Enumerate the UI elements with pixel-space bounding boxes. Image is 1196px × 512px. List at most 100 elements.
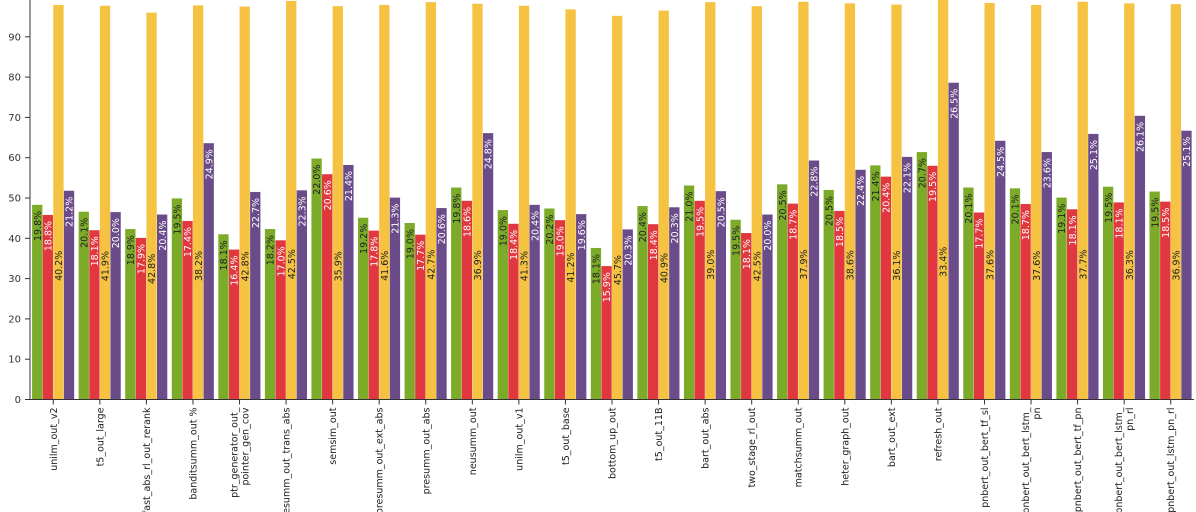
bar-value-label: 19.6% (577, 220, 588, 250)
bar-value-label: 17.7% (416, 241, 427, 271)
bar-series_red (601, 266, 612, 400)
x-category-label: t5_out_11B (654, 408, 665, 461)
bar-value-label: 42.8% (240, 251, 251, 281)
bar-series_red (368, 230, 379, 400)
bar-series_purple (343, 164, 354, 400)
bar-series_green (683, 185, 695, 400)
bar-value-label: 20.5% (717, 197, 728, 227)
x-category-label: pn (1032, 408, 1043, 420)
bar-series_green (358, 217, 369, 400)
x-category-label: pnbert_out_bert_lstm_ (1021, 407, 1032, 512)
bar-value-label: 42.7% (427, 250, 438, 280)
bar-series_green (497, 210, 508, 400)
bar-series_red (415, 234, 426, 400)
bar-value-label: 20.4% (158, 221, 169, 251)
bar-value-label: 18.6% (463, 207, 474, 237)
bar-value-label: 20.6% (323, 180, 334, 210)
bar-series_yellow (612, 15, 623, 400)
bar-series_yellow (99, 5, 111, 400)
x-category-label: pnbert_out_bert_lstm_ (1114, 407, 1125, 512)
bar-series_purple (1088, 133, 1099, 400)
bar-series_purple (1041, 152, 1052, 400)
bar-value-label: 19.5% (731, 226, 742, 256)
bar-series_red (182, 220, 193, 400)
bar-series_red (275, 240, 286, 400)
bar-series_purple (808, 160, 820, 400)
bar-value-label: 17.7% (975, 219, 986, 249)
bar-value-label: 18.1% (219, 240, 230, 270)
x-category-label: banditsumm_out % (188, 408, 199, 500)
bar-value-label: 25.1% (1089, 140, 1100, 170)
bar-series_yellow (192, 5, 204, 400)
x-category-label: presumm_out_trans_abs (282, 407, 293, 512)
bar-value-label: 22.0% (312, 165, 323, 195)
bar-series_yellow (937, 0, 949, 400)
bar-value-label: 22.7% (251, 198, 262, 228)
bar-value-label: 36.9% (1172, 250, 1183, 280)
x-category-label: heter_graph_out (840, 407, 851, 485)
bar-series_red (89, 230, 100, 400)
bar-value-label: 20.5% (778, 190, 789, 220)
bar-series_green (125, 229, 136, 400)
bar-series_green (1102, 186, 1114, 400)
bar-value-label: 22.3% (297, 196, 308, 226)
bar-value-label: 17.8% (369, 237, 380, 267)
bar-series_yellow (1124, 3, 1135, 400)
bar-series_purple (995, 140, 1006, 400)
bar-value-label: 39.0% (706, 250, 717, 280)
bar-series_purple (63, 190, 75, 400)
bar-series_yellow (518, 5, 530, 400)
bar-value-label: 41.6% (380, 251, 391, 281)
bar-series_red (880, 176, 892, 400)
bar-value-label: 20.0% (111, 218, 122, 248)
bar-series_green (1056, 197, 1067, 400)
bar-series_green (1149, 191, 1160, 400)
bar-value-label: 20.2% (545, 214, 556, 244)
bar-series_green (777, 184, 788, 400)
bar-value-label: 19.0% (405, 229, 416, 259)
bar-series_purple (436, 208, 447, 400)
bar-series_purple (482, 133, 494, 400)
bar-value-label: 18.2% (266, 235, 277, 265)
bar-series_red (1020, 204, 1031, 400)
bar-value-label: 21.4% (871, 171, 882, 201)
bar-series_red (135, 237, 147, 400)
x-category-label: pnbert_out_bert_tf_sl (980, 408, 991, 508)
bar-value-label: 24.9% (204, 149, 215, 179)
bar-series_purple (203, 143, 214, 400)
x-category-label: pn_rl (1125, 408, 1136, 431)
bar-series_green (78, 211, 89, 400)
bar-series_yellow (239, 6, 250, 400)
bar-series_red (787, 203, 798, 400)
bar-series_yellow (565, 9, 576, 400)
x-category-label: pointer_gen_cov (241, 407, 252, 485)
bar-value-label: 21.3% (391, 204, 402, 234)
bar-series_yellow (798, 1, 809, 400)
bar-value-label: 20.1% (964, 194, 975, 224)
bar-series_purple (1134, 115, 1146, 400)
bar-series_green (916, 152, 928, 400)
bar-value-label: 18.5% (1161, 208, 1172, 238)
bar-series_yellow (751, 6, 762, 400)
bar-series_red (1067, 209, 1078, 400)
bar-series_red (228, 249, 240, 400)
bar-value-label: 19.0% (498, 216, 509, 246)
bar-series_yellow (146, 12, 157, 400)
bar-value-label: 25.1% (1182, 137, 1193, 167)
bar-value-label: 37.7% (1078, 249, 1089, 279)
y-tick-label: 60 (8, 153, 21, 164)
bar-labels-layer: 19.8% 18.8%40.2%21.2%20.1%18.1% 41.9%20.0%… (33, 89, 1193, 303)
bar-series_purple (901, 156, 913, 400)
bar-series_yellow (53, 4, 64, 400)
bar-series_purple (110, 212, 121, 400)
bar-series_red (554, 220, 566, 400)
bar-value-label: 42.5% (752, 251, 763, 281)
bar-value-label: 22.4% (856, 176, 867, 206)
bar-series_green (963, 187, 974, 400)
bar-value-label: 41.3% (520, 251, 531, 281)
bar-value-label: 18.1% (1068, 215, 1079, 245)
bar-series_red (834, 210, 845, 400)
bar-series_purple (948, 82, 959, 400)
y-tick-label: 70 (8, 113, 21, 124)
bar-series_yellow (844, 3, 856, 400)
